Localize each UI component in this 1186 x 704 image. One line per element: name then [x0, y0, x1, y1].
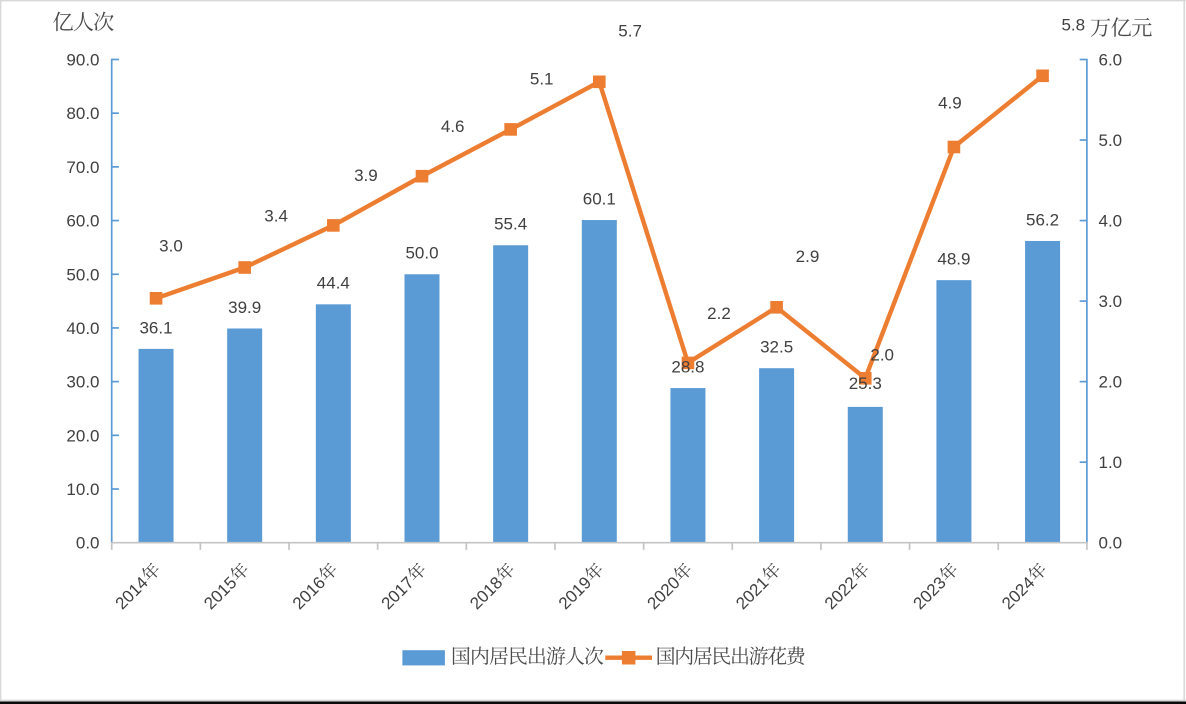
svg-text:50.0: 50.0: [66, 265, 99, 284]
svg-text:5.0: 5.0: [1099, 131, 1123, 150]
svg-text:36.1: 36.1: [139, 318, 172, 337]
svg-text:20.0: 20.0: [66, 426, 99, 445]
svg-text:5.8: 5.8: [1061, 16, 1085, 35]
svg-text:50.0: 50.0: [405, 244, 438, 263]
svg-text:6.0: 6.0: [1099, 51, 1123, 70]
svg-text:3.4: 3.4: [264, 207, 288, 226]
svg-text:10.0: 10.0: [66, 480, 99, 499]
svg-text:2.0: 2.0: [870, 345, 894, 364]
svg-text:4.6: 4.6: [441, 117, 465, 136]
svg-text:2.0: 2.0: [1099, 373, 1123, 392]
svg-text:39.9: 39.9: [228, 298, 261, 317]
svg-text:2.2: 2.2: [707, 304, 731, 323]
svg-text:25.3: 25.3: [849, 374, 882, 393]
svg-text:3.0: 3.0: [159, 237, 183, 256]
svg-text:44.4: 44.4: [317, 274, 350, 293]
svg-text:90.0: 90.0: [66, 51, 99, 70]
svg-text:60.0: 60.0: [66, 212, 99, 231]
svg-text:3.9: 3.9: [354, 166, 378, 185]
svg-text:0.0: 0.0: [76, 534, 100, 553]
svg-text:5.1: 5.1: [530, 69, 554, 88]
svg-text:55.4: 55.4: [494, 215, 527, 234]
svg-text:48.9: 48.9: [937, 250, 970, 269]
svg-text:56.2: 56.2: [1026, 210, 1059, 229]
svg-text:80.0: 80.0: [66, 104, 99, 123]
svg-text:5.7: 5.7: [618, 21, 642, 40]
svg-text:32.5: 32.5: [760, 338, 793, 357]
svg-text:28.8: 28.8: [671, 357, 704, 376]
svg-text:4.0: 4.0: [1099, 212, 1123, 231]
svg-text:4.9: 4.9: [938, 94, 962, 113]
svg-text:0.0: 0.0: [1099, 534, 1123, 553]
svg-text:30.0: 30.0: [66, 373, 99, 392]
svg-text:40.0: 40.0: [66, 319, 99, 338]
svg-text:60.1: 60.1: [583, 189, 616, 208]
svg-text:70.0: 70.0: [66, 158, 99, 177]
svg-text:2.9: 2.9: [796, 247, 820, 266]
svg-text:1.0: 1.0: [1099, 453, 1123, 472]
svg-text:3.0: 3.0: [1099, 292, 1123, 311]
